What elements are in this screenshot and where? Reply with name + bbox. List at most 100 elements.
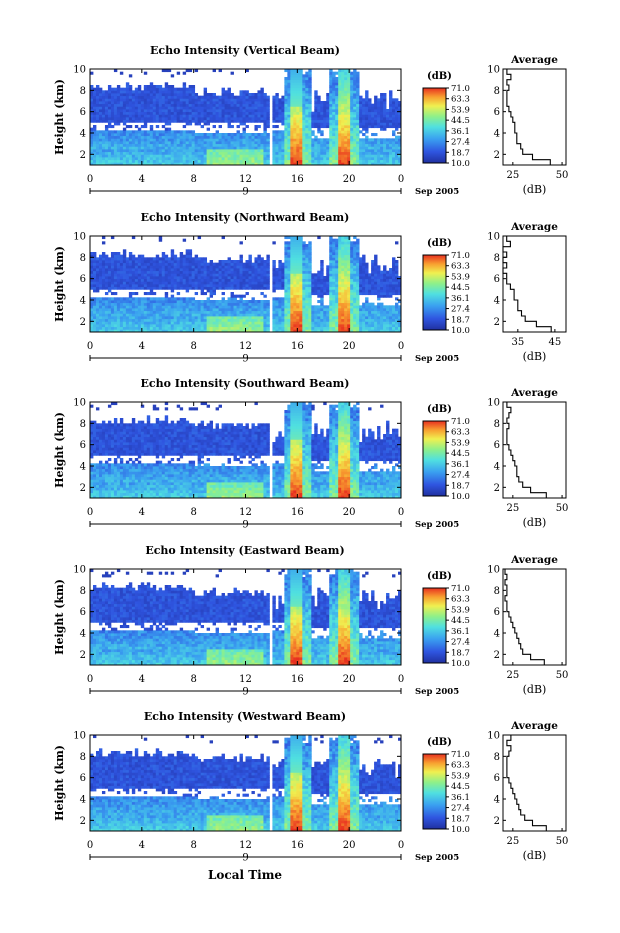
heatmap-cell bbox=[329, 120, 332, 123]
heatmap-cell bbox=[174, 93, 177, 96]
heatmap-cell bbox=[165, 112, 168, 115]
heatmap-cell bbox=[326, 96, 329, 99]
heatmap-cell bbox=[305, 252, 308, 255]
heatmap-cell bbox=[290, 138, 293, 141]
heatmap-cell bbox=[281, 130, 284, 133]
heatmap-cell bbox=[278, 279, 281, 282]
heatmap-cell bbox=[108, 273, 111, 276]
heatmap-cell bbox=[338, 96, 341, 99]
heatmap-cell bbox=[284, 316, 287, 319]
heatmap-cell bbox=[374, 125, 377, 128]
heatmap-cell bbox=[174, 255, 177, 258]
heatmap-cell bbox=[246, 305, 249, 308]
heatmap-cell bbox=[308, 146, 311, 149]
heatmap-cell bbox=[263, 144, 266, 147]
heatmap-cell bbox=[141, 125, 144, 128]
heatmap-cell bbox=[141, 300, 144, 303]
heatmap-cell bbox=[213, 133, 216, 136]
heatmap-cell bbox=[177, 321, 180, 324]
heatmap-cell bbox=[114, 316, 117, 319]
heatmap-cell bbox=[266, 96, 269, 99]
heatmap-cell bbox=[162, 327, 165, 330]
heatmap-cell bbox=[234, 324, 237, 327]
heatmap-cell bbox=[156, 297, 159, 300]
heatmap-cell bbox=[308, 117, 311, 120]
heatmap-cell bbox=[105, 130, 108, 133]
heatmap-cell bbox=[234, 112, 237, 115]
heatmap-cell bbox=[174, 88, 177, 91]
heatmap-cell bbox=[177, 303, 180, 306]
heatmap-cell bbox=[132, 141, 135, 144]
heatmap-cell bbox=[165, 90, 168, 93]
heatmap-cell bbox=[222, 324, 225, 327]
heatmap-cell bbox=[198, 154, 201, 157]
heatmap-cell bbox=[287, 157, 290, 160]
heatmap-cell bbox=[254, 327, 257, 330]
heatmap-cell bbox=[302, 125, 305, 128]
heatmap-cell bbox=[299, 152, 302, 155]
heatmap-cell bbox=[108, 138, 111, 141]
heatmap-cell bbox=[90, 313, 93, 316]
heatmap-cell bbox=[392, 130, 395, 133]
heatmap-cell bbox=[165, 146, 168, 149]
heatmap-cell bbox=[272, 154, 275, 157]
heatmap-cell bbox=[266, 287, 269, 290]
heatmap-cell bbox=[263, 281, 266, 284]
heatmap-cell bbox=[254, 276, 257, 279]
heatmap-cell bbox=[344, 133, 347, 136]
heatmap-cell bbox=[287, 141, 290, 144]
heatmap-cell bbox=[302, 321, 305, 324]
heatmap-cell bbox=[90, 327, 93, 330]
heatmap-cell bbox=[153, 319, 156, 322]
heatmap-cell bbox=[213, 149, 216, 152]
heatmap-cell bbox=[317, 120, 320, 123]
heatmap-cell bbox=[257, 324, 260, 327]
heatmap-cell bbox=[228, 101, 231, 104]
heatmap-cell bbox=[222, 271, 225, 274]
heatmap-cell bbox=[147, 93, 150, 96]
heatmap-cell bbox=[281, 308, 284, 311]
heatmap-cell bbox=[213, 316, 216, 319]
heatmap-cell bbox=[356, 98, 359, 101]
heatmap-cell bbox=[362, 133, 365, 136]
heatmap-cell bbox=[237, 101, 240, 104]
heatmap-cell bbox=[111, 255, 114, 258]
heatmap-cell bbox=[162, 120, 165, 123]
heatmap-cell bbox=[299, 74, 302, 77]
heatmap-cell bbox=[356, 90, 359, 93]
heatmap-cell bbox=[219, 138, 222, 141]
heatmap-cell bbox=[278, 144, 281, 147]
heatmap-cell bbox=[290, 260, 293, 263]
x-tick-label: 0 bbox=[398, 174, 404, 185]
heatmap-cell bbox=[281, 106, 284, 109]
heatmap-cell bbox=[174, 109, 177, 112]
heatmap-cell bbox=[293, 265, 296, 268]
heatmap-cell bbox=[338, 85, 341, 88]
heatmap-cell bbox=[189, 152, 192, 155]
heatmap-cell bbox=[302, 327, 305, 330]
heatmap-cell bbox=[287, 260, 290, 263]
heatmap-cell bbox=[99, 271, 102, 274]
heatmap-cell bbox=[99, 316, 102, 319]
heatmap-cell bbox=[260, 265, 263, 268]
heatmap-cell bbox=[284, 93, 287, 96]
heatmap-cell bbox=[293, 313, 296, 316]
heatmap-cell bbox=[257, 157, 260, 160]
heatmap-cell bbox=[177, 98, 180, 101]
heatmap-cell bbox=[165, 276, 168, 279]
heatmap-cell bbox=[293, 138, 296, 141]
heatmap-cell bbox=[102, 316, 105, 319]
heatmap-cell bbox=[320, 273, 323, 276]
heatmap-cell bbox=[383, 93, 386, 96]
heatmap-cell bbox=[347, 109, 350, 112]
heatmap-cell bbox=[284, 279, 287, 282]
heatmap-cell bbox=[180, 93, 183, 96]
heatmap-cell bbox=[225, 300, 228, 303]
heatmap-cell bbox=[216, 154, 219, 157]
heatmap-cell bbox=[287, 319, 290, 322]
heatmap-cell bbox=[198, 316, 201, 319]
heatmap-cell bbox=[117, 120, 120, 123]
heatmap-cell bbox=[359, 149, 362, 152]
heatmap-cell bbox=[198, 109, 201, 112]
heatmap-cell bbox=[156, 106, 159, 109]
